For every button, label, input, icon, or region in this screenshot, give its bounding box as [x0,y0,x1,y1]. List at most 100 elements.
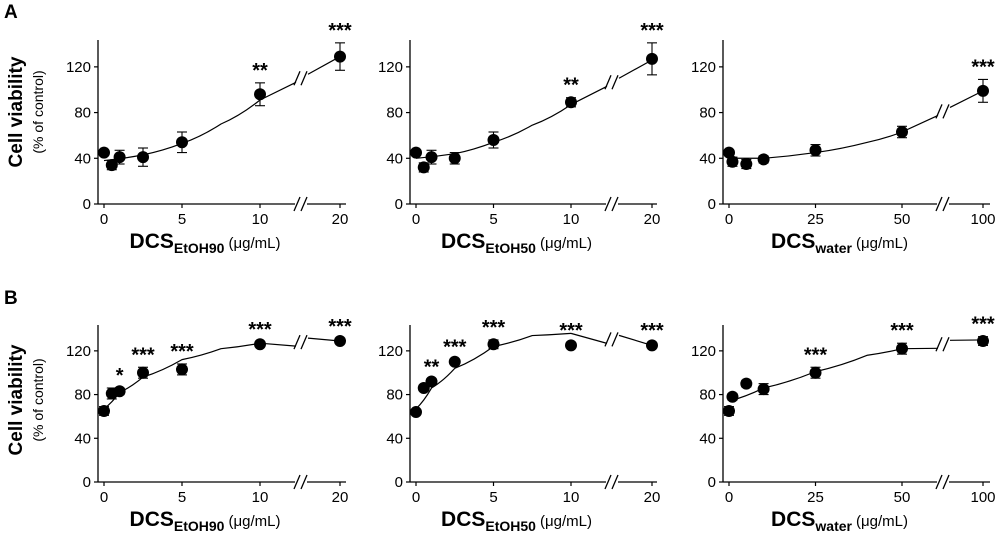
curve-break-mark [300,334,308,350]
x-tick-label: 10 [563,211,580,228]
curve-break-mark [293,334,301,350]
data-point [410,146,422,159]
x-tick-label: 25 [807,489,824,506]
fit-curve [415,332,572,410]
x-tick-label: 0 [412,489,420,506]
axis-break-mark [293,196,301,212]
x-tick-label: 50 [894,211,911,228]
fit-curve-tail [949,90,984,108]
data-point [410,406,422,419]
significance-label: *** [971,56,995,78]
y-axis-subtitle-a: (% of control) [30,70,46,153]
data-point [425,151,438,164]
significance-label: *** [170,341,194,363]
y-tick-label: 120 [66,59,91,76]
data-point [334,335,346,348]
x-axis-title-unit: (μg/mL) [540,235,592,252]
x-axis-title-unit: (μg/mL) [540,513,592,530]
y-axis-title-a-main: Cell viability [6,56,27,167]
axis-break-mark [942,196,950,212]
x-axis-title: DCSEtOH50 (μg/mL) [441,230,592,256]
significance-label: *** [804,344,828,366]
significance-label: *** [971,314,995,336]
x-tick-label: 10 [252,211,269,228]
y-tick-label: 80 [699,387,716,404]
data-point [254,338,266,351]
data-point [176,136,188,149]
x-tick-label: 20 [332,211,349,228]
y-tick-label: 120 [378,59,403,76]
y-tick-label: 0 [395,196,403,213]
axis-break-mark [300,196,308,212]
data-point [757,153,770,166]
y-tick-label: 40 [386,430,403,447]
y-tick-label: 0 [83,196,91,213]
data-point [723,404,735,417]
data-point [425,375,438,388]
x-axis-title-unit: (μg/mL) [856,513,908,530]
fit-curve-link [259,81,297,101]
data-point [723,146,735,159]
x-tick-label: 10 [252,489,269,506]
x-axis-title: DCSEtOH90 (μg/mL) [130,508,281,534]
x-tick-label: 5 [178,211,186,228]
y-tick-label: 120 [691,343,716,360]
fit-curve-link [901,114,939,133]
x-tick-label: 20 [644,211,661,228]
axis-break-mark [293,474,301,490]
fit-curve-tail [307,56,341,75]
x-axis-title: DCSEtOH90 (μg/mL) [130,230,281,256]
x-axis-title-sub: EtOH90 [174,518,225,534]
x-axis-title-sub: water [814,240,852,256]
significance-label: *** [890,320,914,342]
x-axis-title-main: DCS [130,230,174,253]
significance-label: *** [640,320,664,342]
data-point [98,146,110,159]
x-axis-title-sub: EtOH90 [174,240,225,256]
significance-label: * [116,365,124,387]
axis-break-mark [604,474,612,490]
x-tick-label: 10 [563,489,580,506]
axis-break-mark [300,474,308,490]
fit-curve-link [570,332,608,344]
fit-curve-link [570,85,608,106]
data-point [809,366,822,379]
significance-label: *** [248,319,272,341]
data-point [137,151,149,164]
data-point [565,96,577,109]
panel-label-a: A [4,2,18,23]
y-tick-label: 80 [699,105,716,122]
data-point [487,134,500,146]
x-tick-label: 5 [178,489,186,506]
y-axis-title-b: Cell viability [6,344,27,455]
y-tick-label: 40 [699,150,716,167]
axis-break-mark [611,474,619,490]
curve-break-mark [935,337,943,352]
data-point [105,159,118,172]
data-point [334,50,346,63]
x-tick-label: 5 [489,489,497,506]
y-axis-title-b-main: Cell viability [6,344,27,455]
significance-label: *** [131,344,155,366]
significance-label: *** [559,320,583,342]
y-tick-label: 80 [386,387,403,404]
data-point [565,339,577,352]
x-axis-title: DCSwater (μg/mL) [771,508,908,534]
y-tick-label: 40 [386,150,403,167]
x-axis-title-sub: water [814,518,852,534]
curve-break-mark [942,104,950,119]
y-tick-label: 0 [708,474,716,491]
curve-break-mark [942,337,950,352]
axis-break-mark [935,474,943,490]
data-point [487,338,500,351]
x-axis-title-unit: (μg/mL) [856,235,908,252]
x-axis-title-main: DCS [441,508,485,531]
x-tick-label: 100 [970,489,995,506]
data-point [809,144,822,157]
significance-label: ** [252,60,268,82]
data-point [757,383,770,396]
fit-curve [415,104,572,159]
y-tick-label: 80 [74,105,91,122]
